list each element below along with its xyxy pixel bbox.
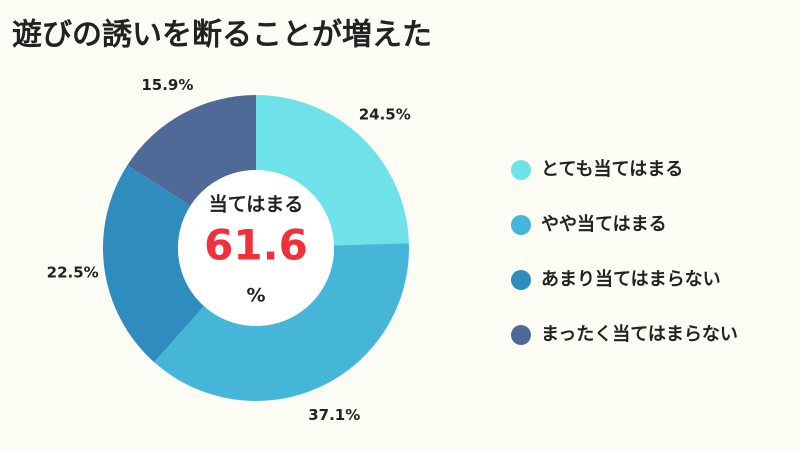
data-label: 22.5% — [47, 263, 99, 281]
center-value: 61.6 — [204, 221, 308, 270]
data-label: 15.9% — [141, 76, 193, 94]
donut-slice — [256, 95, 409, 246]
legend-swatch — [511, 270, 531, 290]
donut-slice — [154, 243, 409, 401]
legend-swatch — [511, 215, 531, 235]
donut-slice — [127, 95, 256, 206]
center-unit: % — [246, 285, 265, 307]
legend-swatch — [511, 325, 531, 345]
center-hole — [178, 170, 334, 326]
chart-title: 遊びの誘いを断ることが増えた — [12, 18, 432, 53]
legend-label: あまり当てはまらない — [541, 268, 721, 290]
donut-slice — [103, 165, 205, 363]
legend-swatch — [511, 160, 531, 180]
legend-label: やや当てはまる — [541, 213, 667, 235]
legend-label: まったく当てはまらない — [541, 323, 738, 345]
legend-label: とても当てはまる — [541, 158, 683, 180]
center-label: 当てはまる — [209, 193, 304, 216]
data-label: 24.5% — [359, 106, 411, 124]
data-label: 37.1% — [308, 406, 360, 424]
